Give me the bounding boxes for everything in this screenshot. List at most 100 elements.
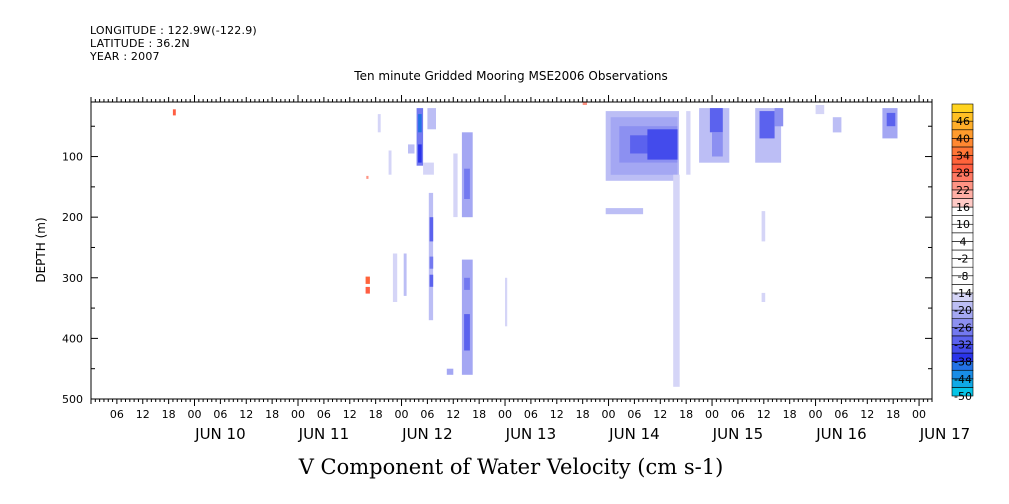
- heatmap-cell: [418, 144, 422, 163]
- x-tick-label: 12: [446, 408, 460, 421]
- heatmap-cell: [428, 192, 434, 321]
- colorbar-label: 34: [956, 150, 970, 163]
- y-tick-label: 500: [62, 393, 83, 406]
- x-tick-label: 12: [860, 408, 874, 421]
- heatmap-cell: [774, 108, 784, 127]
- x-day-label: JUN 11: [298, 425, 349, 443]
- colorbar-label: -2: [958, 253, 969, 266]
- x-tick-label: 06: [110, 408, 124, 421]
- heatmap-cell: [172, 109, 176, 116]
- heatmap-cell: [686, 111, 691, 175]
- x-tick-label: 06: [731, 408, 745, 421]
- heatmap-cell: [505, 277, 508, 327]
- heatmap-cell: [365, 286, 370, 294]
- colorbar-label: 10: [956, 218, 970, 231]
- x-tick-label: 12: [239, 408, 253, 421]
- heatmap-cell: [761, 292, 766, 302]
- heatmap-cell: [446, 368, 454, 375]
- heatmap-cell: [403, 253, 407, 296]
- x-day-label: JUN 10: [194, 425, 245, 443]
- x-axis-ticks: 06 12 18 00 06 12 18 00 06 12 18 00 06 12 18 00 06 12 18 00…: [90, 95, 970, 443]
- x-tick-label: 18: [472, 408, 486, 421]
- colorbar-label: -8: [958, 270, 969, 283]
- colorbar-label: 16: [956, 201, 970, 214]
- colorbar-label: -38: [954, 356, 972, 369]
- heatmap-cell: [605, 271, 678, 375]
- heatmap-cell: [366, 175, 369, 179]
- heatmap-cell: [416, 108, 424, 166]
- colorbar-label: -20: [954, 304, 972, 317]
- heatmap-cell: [392, 253, 398, 302]
- colorbar-label: 28: [956, 167, 970, 180]
- heatmap-cell: [712, 132, 723, 157]
- x-tick-label: 00: [912, 408, 926, 421]
- heatmap-cell: [377, 114, 381, 133]
- y-tick-label: 400: [62, 332, 83, 345]
- heatmap-cell: [605, 208, 644, 215]
- heatmap-cell: [709, 108, 723, 133]
- heatmap-cell: [832, 117, 842, 133]
- heatmap-cell: [886, 112, 896, 127]
- x-day-label: JUN 16: [815, 425, 866, 443]
- x-tick-label: 00: [809, 408, 823, 421]
- x-tick-label: 12: [550, 408, 564, 421]
- x-tick-label: 06: [834, 408, 848, 421]
- x-day-label: JUN 17: [919, 425, 970, 443]
- y-tick-label: 200: [62, 211, 83, 224]
- heatmap-cell: [429, 256, 434, 269]
- heatmap-cell: [429, 274, 434, 287]
- x-tick-label: 00: [188, 408, 202, 421]
- x-tick-label: 18: [265, 408, 279, 421]
- heatmap-cells: [172, 102, 898, 387]
- colorbar-label: -14: [954, 287, 972, 300]
- x-tick-label: 00: [705, 408, 719, 421]
- x-tick-label: 18: [886, 408, 900, 421]
- heatmap-cell: [673, 174, 680, 387]
- year-label: YEAR : 2007: [90, 50, 160, 63]
- x-tick-label: 18: [162, 408, 176, 421]
- x-tick-label: 06: [420, 408, 434, 421]
- colorbar-label: -50: [954, 390, 972, 403]
- heatmap-cell: [647, 129, 678, 160]
- x-tick-label: 00: [602, 408, 616, 421]
- colorbar: 46 40 34 28 22 16 10 4 -2 -8 -14 -20 -26 -32 -38 -44 -50: [951, 103, 974, 403]
- heatmap-cell: [464, 277, 470, 290]
- heatmap-cell: [418, 114, 422, 133]
- colorbar-swatch: [951, 103, 974, 113]
- y-tick-label: 300: [62, 272, 83, 285]
- heatmap-cell: [761, 211, 766, 242]
- x-tick-label: 12: [136, 408, 150, 421]
- colorbar-label: 46: [956, 115, 970, 128]
- heatmap-cell: [815, 105, 825, 115]
- y-axis-ticks: 100 200 300 400 500: [62, 125, 932, 406]
- y-axis-label: DEPTH (m): [34, 217, 48, 282]
- x-tick-label: 06: [627, 408, 641, 421]
- heatmap-cell: [464, 168, 470, 199]
- colorbar-label: 22: [956, 184, 970, 197]
- chart-title: Ten minute Gridded Mooring MSE2006 Obser…: [353, 69, 667, 83]
- x-day-label: JUN 15: [712, 425, 763, 443]
- x-tick-label: 18: [369, 408, 383, 421]
- heatmap-cell: [453, 153, 458, 218]
- longitude-label: LONGITUDE : 122.9W(-122.9): [90, 24, 257, 37]
- latitude-label: LATITUDE : 36.2N: [90, 37, 190, 50]
- x-tick-label: 18: [576, 408, 590, 421]
- x-tick-label: 12: [757, 408, 771, 421]
- heatmap-cell: [582, 102, 587, 105]
- heatmap-cell: [759, 111, 775, 139]
- colorbar-label: 4: [960, 235, 967, 248]
- colorbar-label: 40: [956, 132, 970, 145]
- x-tick-label: 12: [343, 408, 357, 421]
- x-tick-label: 12: [653, 408, 667, 421]
- colorbar-label: -26: [954, 321, 972, 334]
- x-tick-label: 18: [783, 408, 797, 421]
- x-tick-label: 06: [524, 408, 538, 421]
- x-tick-label: 06: [213, 408, 227, 421]
- x-axis-label: V Component of Water Velocity (cm s-1): [298, 455, 724, 479]
- x-day-label: JUN 14: [608, 425, 659, 443]
- x-tick-label: 18: [679, 408, 693, 421]
- colorbar-label: -44: [954, 373, 972, 386]
- x-tick-label: 00: [395, 408, 409, 421]
- x-tick-label: 00: [498, 408, 512, 421]
